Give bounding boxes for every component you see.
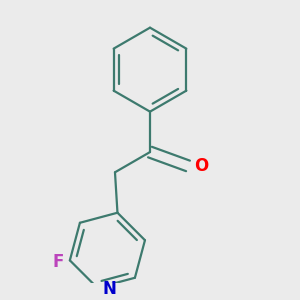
Text: N: N [102,280,116,298]
Text: F: F [52,253,64,271]
Text: O: O [194,157,208,175]
